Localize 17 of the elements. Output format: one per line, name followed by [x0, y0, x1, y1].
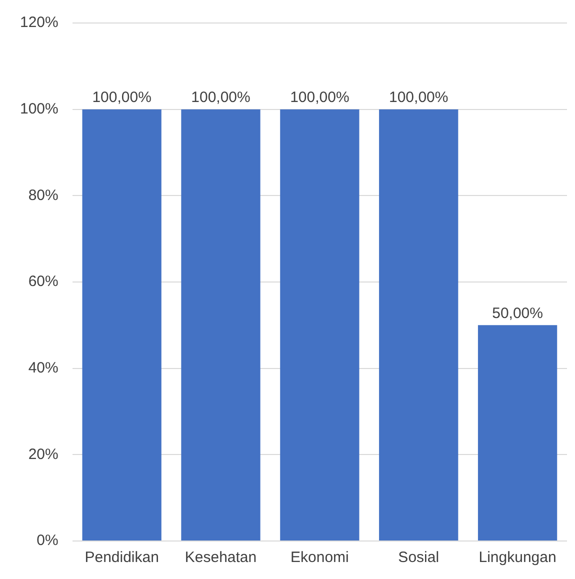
y-tick-label: 80% [28, 186, 58, 204]
data-label: 100,00% [290, 88, 350, 106]
x-tick-label: Sosial [398, 549, 440, 566]
y-tick-label: 100% [20, 100, 58, 118]
x-tick-label: Ekonomi [290, 549, 349, 566]
y-tick-label: 0% [36, 532, 58, 550]
data-label: 100,00% [92, 88, 152, 106]
x-tick-label: Kesehatan [184, 549, 257, 566]
x-tick-label: Pendidikan [84, 549, 159, 566]
y-tick-label: 40% [28, 359, 58, 376]
y-tick-label: 60% [28, 273, 58, 290]
data-label: 100,00% [389, 88, 448, 106]
y-tick-label: 120% [20, 14, 58, 32]
data-label: 100,00% [191, 88, 250, 106]
data-label: 50,00% [492, 304, 543, 322]
x-tick-label: Lingkungan [478, 549, 556, 566]
y-tick-label: 20% [28, 446, 58, 463]
